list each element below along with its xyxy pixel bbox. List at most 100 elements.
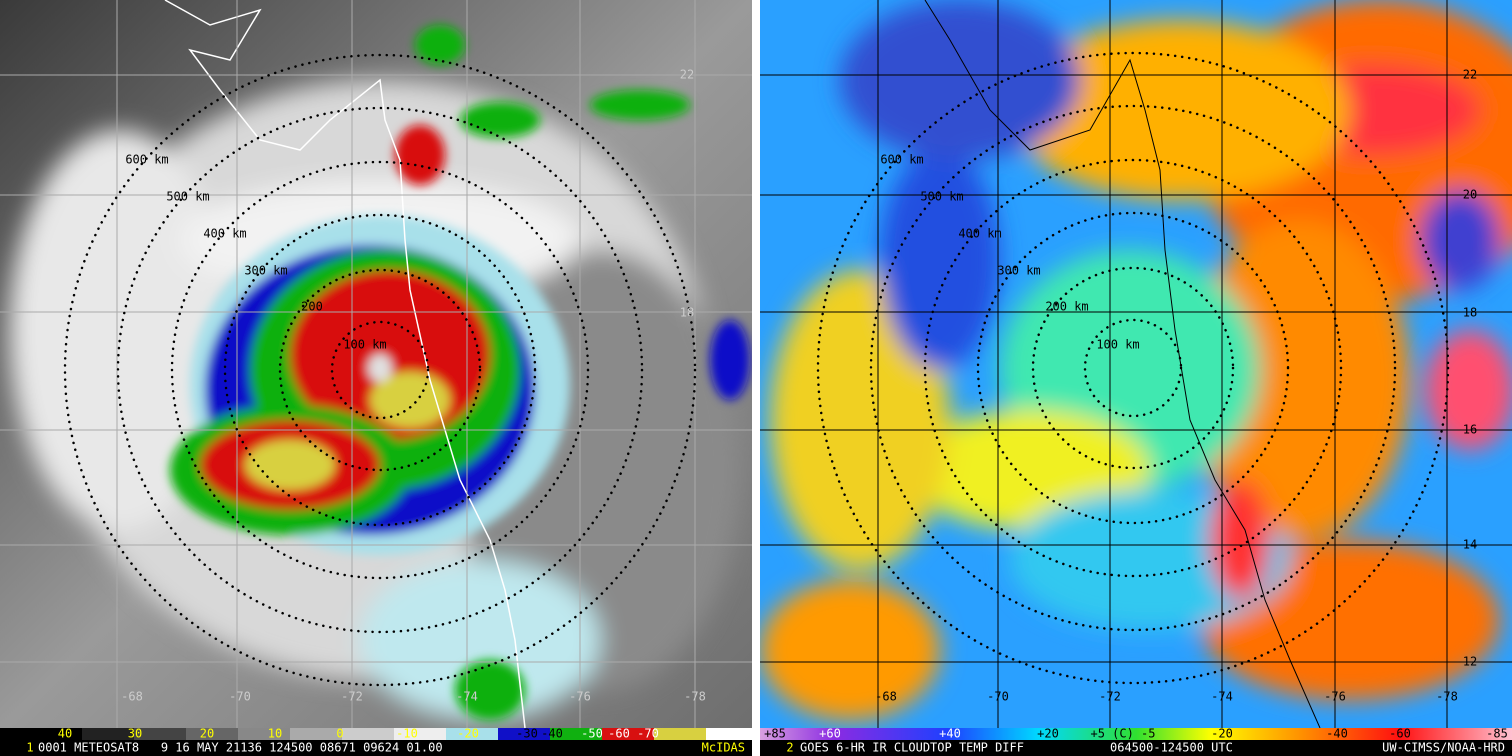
difference-field [760, 0, 1512, 720]
range-ring [278, 268, 482, 472]
footer-text: GOES 6-HR IR CLOUDTOP TEMP DIFF [800, 741, 1024, 755]
range-label: 200 [301, 300, 323, 314]
right-imagery [760, 0, 1512, 728]
range-ring [170, 160, 590, 580]
colorbar-swatch [82, 728, 134, 740]
footer-credit: UW-CIMSS/NOAA-HRD [1382, 741, 1505, 755]
range-ring [976, 211, 1290, 525]
colorbar-swatch [550, 728, 602, 740]
lat-label: 12 [1463, 655, 1477, 669]
range-label: 600 km [125, 153, 168, 167]
lon-label: -68 [121, 690, 143, 704]
left-panel: 100 km 200 300 km 400 km 500 km 600 km 22 18 -68… [0, 0, 752, 728]
range-label: 300 km [997, 264, 1040, 278]
range-ring [63, 53, 697, 687]
range-ring [816, 51, 1450, 685]
footer-number: 2 [786, 741, 793, 755]
colorbar-label: -70 [637, 727, 659, 741]
right-colorbar [760, 728, 1512, 740]
footer-credit: McIDAS [702, 741, 745, 755]
colorbar-swatch [706, 728, 758, 740]
left-colorbar [30, 728, 758, 740]
colorbar-swatch [290, 728, 342, 740]
colorbar-swatch [342, 728, 394, 740]
colorbar-swatch [238, 728, 290, 740]
footer-time: 064500-124500 UTC [1110, 741, 1233, 755]
cloud [455, 660, 525, 720]
range-label: 300 km [244, 264, 287, 278]
colorbar-label: +20 [1037, 727, 1059, 741]
range-ring [1031, 266, 1235, 470]
colorbar-swatch [446, 728, 498, 740]
lon-label: -74 [1211, 690, 1233, 704]
range-label: 200 km [1045, 300, 1088, 314]
range-label: 500 km [166, 190, 209, 204]
range-ring [330, 320, 430, 420]
colorbar-swatch [654, 728, 706, 740]
area [840, 0, 1080, 160]
left-imagery [0, 0, 752, 728]
colorbar-swatch [602, 728, 654, 740]
lon-label: -72 [1099, 690, 1121, 704]
cloud [395, 125, 445, 185]
colorbar-label: +60 [819, 727, 841, 741]
footer-text: 0001 METEOSAT8 9 16 MAY 21136 124500 086… [38, 741, 443, 755]
colorbar-label: 0 [336, 727, 343, 741]
lon-label: -70 [987, 690, 1009, 704]
range-label: 400 km [203, 227, 246, 241]
colorbar-label: 10 [268, 727, 282, 741]
lat-label: 18 [1463, 306, 1477, 320]
cloud [590, 90, 690, 120]
colorbar-swatch [134, 728, 186, 740]
area [1420, 190, 1500, 290]
range-ring [869, 104, 1397, 632]
range-label: 100 km [343, 338, 386, 352]
colorbar-label: 30 [128, 727, 142, 741]
range-label: 500 km [920, 190, 963, 204]
colorbar-label: 20 [200, 727, 214, 741]
colorbar-label: 40 [58, 727, 72, 741]
area [880, 150, 1000, 370]
lon-label: -70 [229, 690, 251, 704]
lon-label: -78 [1436, 690, 1458, 704]
colorbar-label: -85 [1486, 727, 1508, 741]
colorbar-label: (C) [724, 727, 746, 741]
divider [752, 0, 760, 756]
area [760, 580, 940, 720]
area [1010, 20, 1350, 200]
colorbar-swatch [394, 728, 446, 740]
colorbar-label: +85 [764, 727, 786, 741]
colorbar-label: -20 [457, 727, 479, 741]
range-label: 100 km [1096, 338, 1139, 352]
area [1190, 220, 1410, 540]
lon-label: -76 [1324, 690, 1346, 704]
range-ring [116, 106, 644, 634]
lon-label: -78 [684, 690, 706, 704]
lat-label: 22 [1463, 68, 1477, 82]
cloud [460, 102, 540, 138]
lat-label: 16 [1463, 423, 1477, 437]
colorbar-label: -10 [396, 727, 418, 741]
coastline [164, 0, 526, 728]
range-ring [923, 158, 1343, 578]
colorbar-label: -60 [608, 727, 630, 741]
colorbar-label: -30 [516, 727, 538, 741]
range-ring [223, 213, 537, 527]
lon-label: -74 [456, 690, 478, 704]
cloud [370, 372, 450, 428]
colorbar-label: -40 [541, 727, 563, 741]
lat-label: 14 [1463, 538, 1477, 552]
colorbar-label: -40 [1326, 727, 1348, 741]
footer-number: 1 [26, 741, 33, 755]
colorbar-label: -50 [581, 727, 603, 741]
range-label: 400 km [958, 227, 1001, 241]
range-ring [1083, 318, 1183, 418]
right-panel: 100 km 200 km 300 km 400 km 500 km 600 km 22 20… [760, 0, 1512, 728]
colorbar-label: -60 [1389, 727, 1411, 741]
cloud [360, 560, 600, 720]
cloud [415, 25, 465, 65]
cloud [710, 320, 750, 400]
range-label: 600 km [880, 153, 923, 167]
